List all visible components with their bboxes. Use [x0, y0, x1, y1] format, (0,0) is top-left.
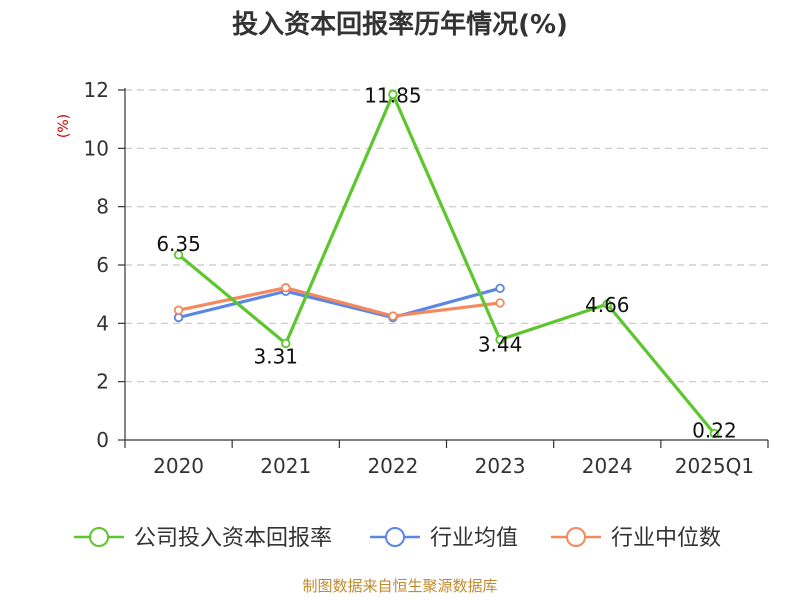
- legend-circle-marker: [385, 527, 405, 547]
- y-tick-label: 2: [96, 370, 109, 394]
- x-tick-label: 2020: [153, 454, 204, 478]
- data-label: 3.31: [253, 344, 298, 368]
- series-line: [178, 286, 501, 320]
- legend-item[interactable]: 行业均值: [370, 526, 518, 551]
- data-point: [495, 283, 505, 294]
- data-point: [388, 311, 398, 321]
- data-point: [173, 250, 184, 260]
- legend[interactable]: 公司投入资本回报率 行业均值 行业中位数: [74, 526, 721, 551]
- data-point: [495, 298, 505, 308]
- legend-label: 行业中位数: [611, 526, 721, 551]
- y-tick-label: 8: [96, 195, 109, 219]
- legend-circle-marker: [89, 527, 109, 547]
- data-label: 6.35: [156, 232, 201, 256]
- x-tick-label: 2023: [475, 454, 526, 478]
- y-axis-label: (%): [56, 114, 72, 138]
- data-point: [602, 299, 612, 309]
- x-tick-label: 2022: [367, 454, 418, 478]
- data-label: 11.85: [364, 83, 421, 107]
- data-point: [388, 89, 398, 100]
- x-tick-label: 2025Q1: [675, 454, 754, 478]
- data-label: 4.66: [585, 293, 630, 317]
- data-label: 0.22: [692, 419, 737, 443]
- legend-label: 公司投入资本回报率: [134, 526, 332, 551]
- x-tick-label: 2021: [260, 454, 311, 478]
- legend-label: 行业均值: [430, 526, 518, 551]
- y-tick-label: 10: [84, 136, 109, 160]
- data-label: 3.44: [478, 333, 523, 357]
- data-point: [281, 283, 291, 293]
- chart-title: 投入资本回报率历年情况(%): [232, 9, 568, 40]
- axes: 0 2 4 6 8 10 12 2020 2021 2022 2023 2024 2025Q1: [84, 78, 769, 478]
- y-tick-label: 4: [96, 311, 109, 335]
- data-labels: 6.35 3.31 11.85 3.44 4.66 0.22: [156, 83, 736, 442]
- legend-circle-marker: [566, 527, 586, 547]
- x-tick-label: 2024: [582, 454, 633, 478]
- data-point: [281, 338, 291, 349]
- data-source-note: 制图数据来自恒生聚源数据库: [302, 577, 497, 595]
- legend-item[interactable]: 公司投入资本回报率: [74, 526, 332, 551]
- data-point: [709, 428, 720, 439]
- legend-item[interactable]: 行业中位数: [551, 526, 721, 551]
- data-point: [173, 305, 184, 315]
- y-tick-label: 12: [84, 78, 109, 102]
- gridlines: [125, 89, 768, 383]
- y-tick-label: 6: [96, 253, 109, 277]
- y-tick-label: 0: [96, 428, 109, 452]
- data-point: [495, 334, 505, 345]
- series-line: [177, 92, 716, 435]
- series-lines: [173, 89, 720, 439]
